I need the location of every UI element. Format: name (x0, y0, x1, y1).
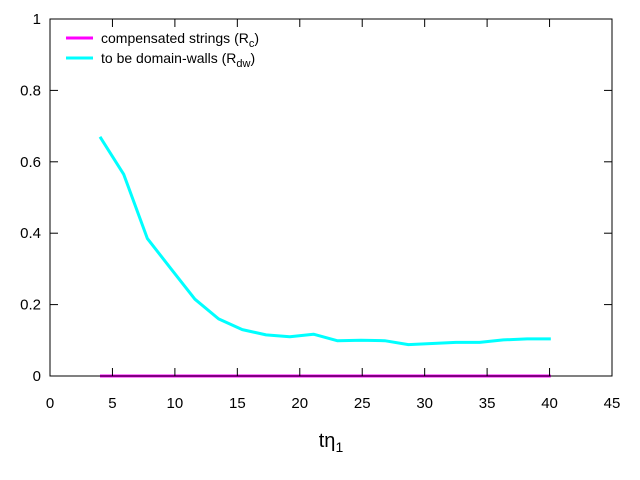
series-line-1 (98, 135, 551, 347)
x-tick-label: 5 (108, 395, 116, 412)
legend-label-suffix: ) (250, 50, 255, 66)
y-tick-label: 0.8 (20, 82, 41, 99)
y-tick-label: 1 (33, 11, 41, 28)
x-tick-label: 40 (541, 395, 558, 412)
legend: compensated strings (Rc)to be domain-wal… (66, 30, 259, 70)
x-tick-label: 30 (416, 395, 433, 412)
ticks-layer: 0 5 10 15 20 25 30 35 40 45 0 0.2 0.4 0.6 0.8 1 (20, 11, 620, 412)
x-tick-label: 35 (479, 395, 496, 412)
x-tick-label: 45 (604, 395, 621, 412)
x-tick-label: 20 (291, 395, 308, 412)
x-tick-label: 10 (167, 395, 184, 412)
legend-label-sub: c (249, 38, 255, 50)
legend-label: to be domain-walls (Rdw) (101, 50, 255, 70)
x-tick-label: 15 (229, 395, 246, 412)
y-tick-label: 0.4 (20, 225, 41, 242)
x-axis-title: tη1 (319, 430, 344, 455)
y-tick-label: 0.2 (20, 297, 41, 314)
legend-label: compensated strings (Rc) (101, 30, 259, 50)
legend-label-main: to be domain-walls (R (101, 50, 236, 66)
y-tick-label: 0 (33, 368, 41, 385)
legend-label-main: compensated strings (R (101, 30, 249, 46)
series-layer (98, 135, 551, 378)
y-tick-label: 0.6 (20, 154, 41, 171)
x-tick-label: 0 (46, 395, 54, 412)
plot-frame (49, 18, 613, 377)
x-tick-label: 25 (354, 395, 371, 412)
legend-label-sub: dw (236, 58, 250, 70)
legend-label-suffix: ) (254, 30, 259, 46)
